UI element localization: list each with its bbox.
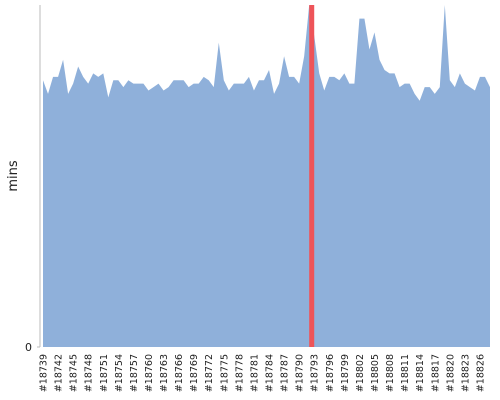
x-tick-label: #18802 [355,354,366,392]
x-tick-label: #18823 [460,354,471,392]
x-tick-label: #18814 [415,354,426,392]
x-tick-label: #18817 [430,354,441,392]
x-tick-label: #18820 [445,354,456,392]
x-tick-label: #18778 [234,354,245,392]
x-tick-label: #18796 [325,354,336,392]
x-tick-label: #18757 [129,354,140,392]
x-tick-label: #18811 [400,354,411,392]
x-tick-label: #18781 [249,354,260,392]
x-tick-label: #18739 [39,354,50,392]
x-tick-label: #18790 [295,354,306,392]
area [309,5,315,347]
x-tick-label: #18826 [475,354,486,392]
x-tick-label: #18805 [370,354,381,392]
x-tick-label: #18754 [114,354,125,392]
area [43,5,490,347]
x-tick-label: #18742 [54,354,65,392]
x-tick-label: #18766 [174,354,185,392]
x-tick-label: #18772 [204,354,215,392]
x-tick-label: #18787 [280,354,291,392]
x-tick-label: #18775 [219,354,230,392]
x-tick-label: #18808 [385,354,396,392]
x-tick-label: #18748 [84,354,95,392]
x-tick-label: #18760 [144,354,155,392]
x-tick-label: #18763 [159,354,170,392]
x-tick-label: #18745 [69,354,80,392]
x-tick-label: #18799 [340,354,351,392]
y-tick-label: 0 [25,341,32,354]
y-axis-label: mins [6,160,21,192]
x-tick-label: #18769 [189,354,200,392]
x-tick-label: #18793 [310,354,321,392]
x-tick-label: #18751 [99,354,110,392]
x-tick-label: #18784 [265,354,276,392]
